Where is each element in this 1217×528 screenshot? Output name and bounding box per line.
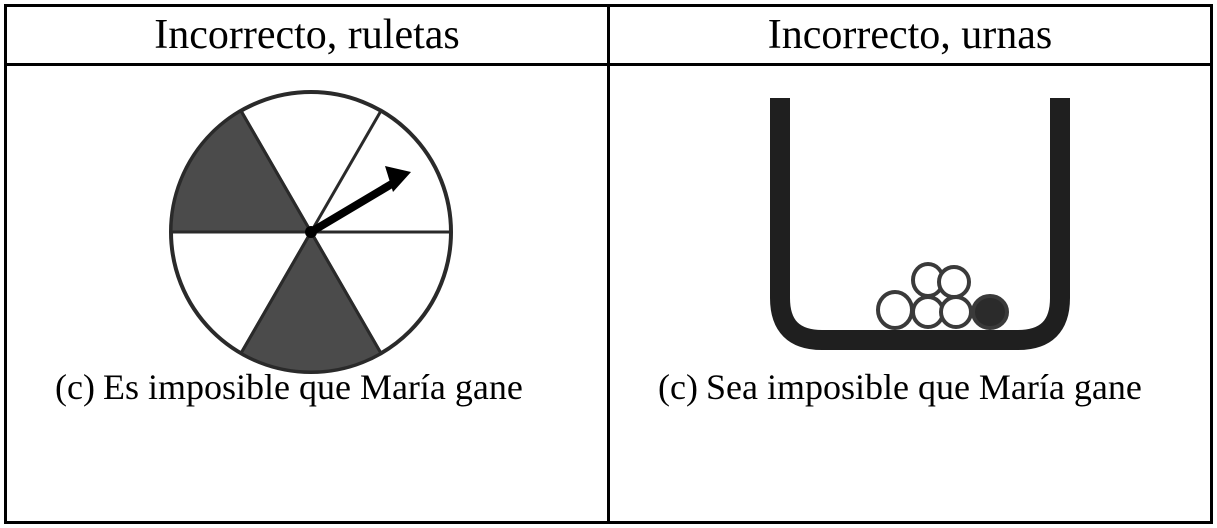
figure-urna — [610, 66, 1210, 366]
body-cell-urnas: (c)Sea imposible que María gane — [609, 65, 1212, 523]
urn-balls — [878, 264, 1007, 328]
header-cell-ruletas: Incorrecto, ruletas — [6, 6, 609, 65]
header-text-left: Incorrecto, ruletas — [154, 12, 460, 58]
figure-ruleta — [7, 66, 607, 366]
urn-icon — [730, 78, 1110, 378]
header-text-right: Incorrecto, urnas — [768, 12, 1053, 58]
caption-label-left: (c) — [55, 366, 95, 409]
caption-label-right: (c) — [658, 366, 698, 409]
body-cell-ruletas: (c)Es imposible que María gane — [6, 65, 609, 523]
header-cell-urnas: Incorrecto, urnas — [609, 6, 1212, 65]
spinner-icon — [155, 82, 467, 382]
comparison-table: Incorrecto, ruletas Incorrecto, urnas — [4, 4, 1213, 524]
